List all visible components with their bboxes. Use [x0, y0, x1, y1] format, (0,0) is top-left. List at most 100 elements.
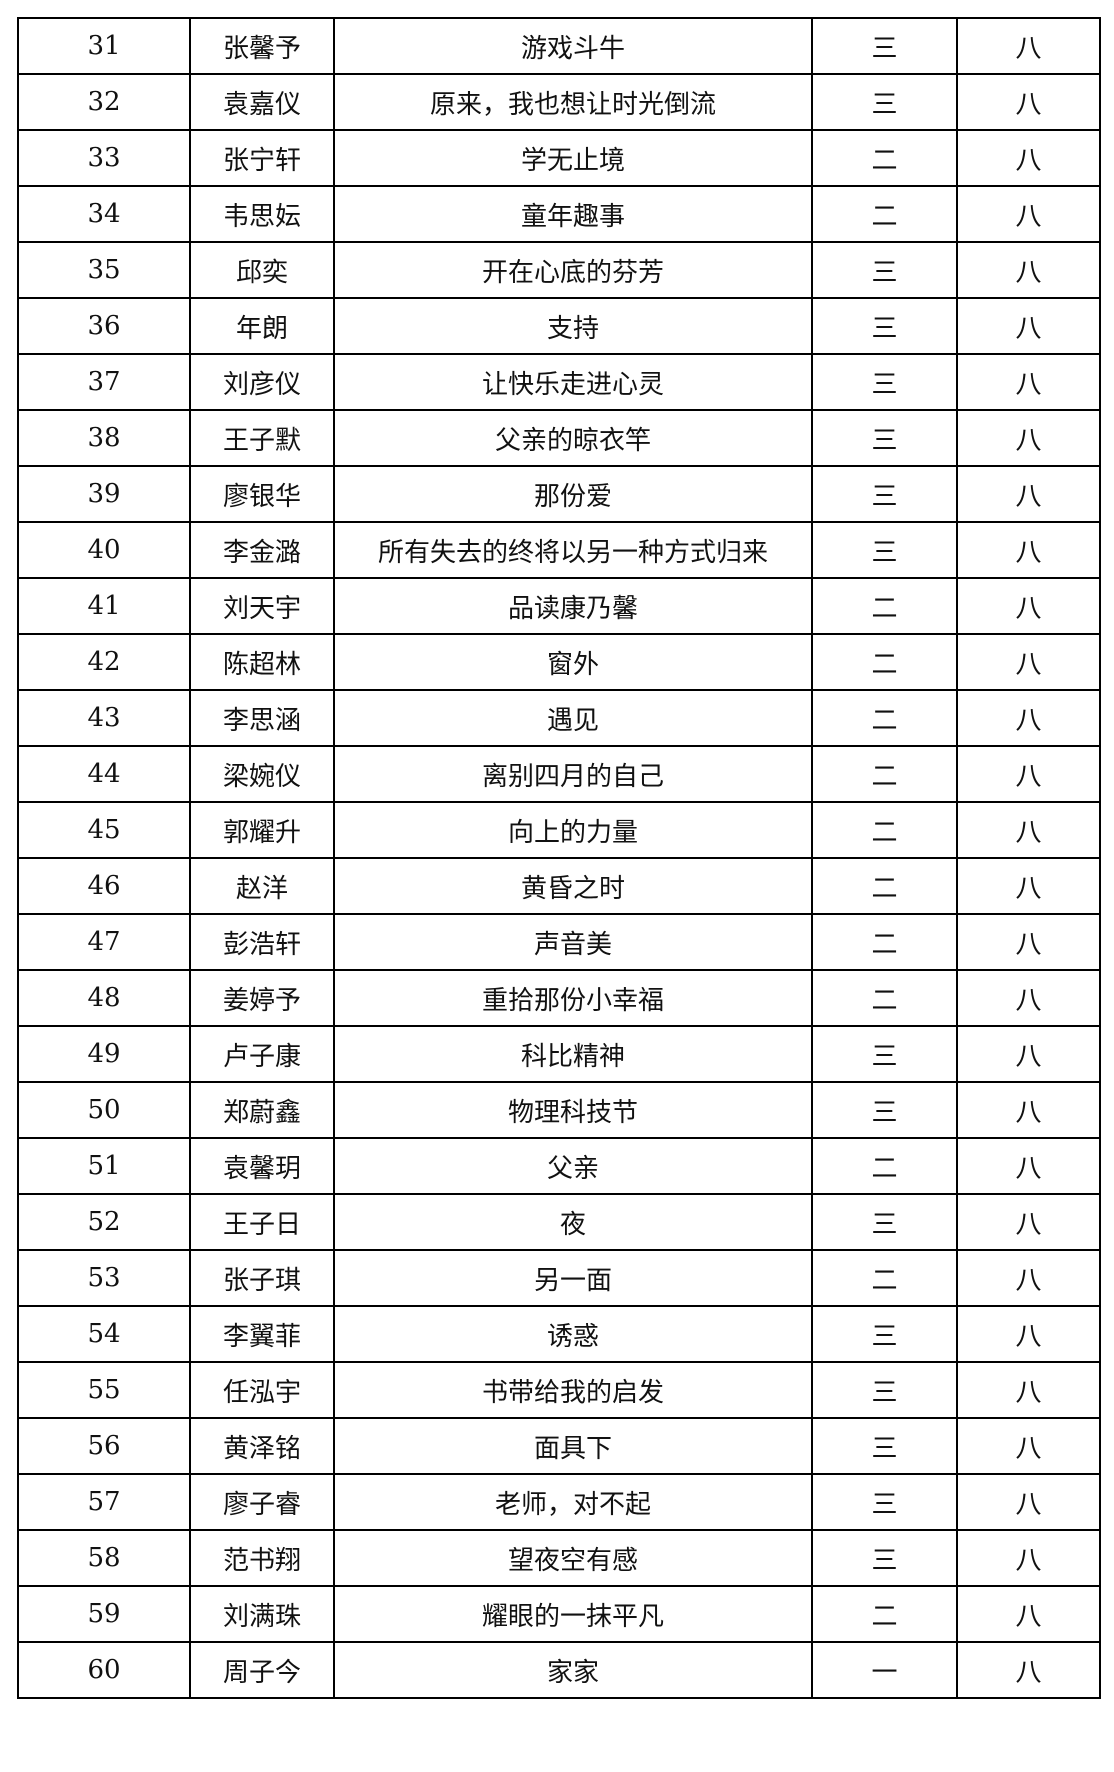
row-number-cell: 52: [17, 1193, 191, 1251]
student-name-cell: 袁馨玥: [189, 1137, 335, 1195]
table-row: 34 韦思妘 童年趣事二八: [17, 185, 1101, 243]
row-number-cell: 46: [17, 857, 191, 915]
student-name-cell: 张子琪: [189, 1249, 335, 1307]
grade-cell: 八: [956, 633, 1101, 691]
row-number-cell: 43: [17, 689, 191, 747]
student-name-cell: 姜婷予: [189, 969, 335, 1027]
row-number-cell: 40: [17, 521, 191, 579]
row-number-cell: 34: [17, 185, 191, 243]
table-row: 41 刘天宇 品读康乃馨二八: [17, 577, 1101, 635]
essay-title-cell: 离别四月的自己: [333, 745, 813, 803]
essay-title-cell: 向上的力量: [333, 801, 813, 859]
table-row: 55 任泓宇 书带给我的启发三八: [17, 1361, 1101, 1419]
row-number-cell: 53: [17, 1249, 191, 1307]
grade-cell: 八: [956, 1081, 1101, 1139]
table-row: 37 刘彦仪 让快乐走进心灵三八: [17, 353, 1101, 411]
award-level-cell: 二: [811, 689, 958, 747]
student-name-cell: 袁嘉仪: [189, 73, 335, 131]
table-row: 33 张宁轩 学无止境二八: [17, 129, 1101, 187]
grade-cell: 八: [956, 1137, 1101, 1195]
grade-cell: 八: [956, 689, 1101, 747]
row-number-cell: 32: [17, 73, 191, 131]
student-name-cell: 张馨予: [189, 17, 335, 75]
award-level-cell: 二: [811, 969, 958, 1027]
award-level-cell: 二: [811, 1585, 958, 1643]
award-level-cell: 三: [811, 1025, 958, 1083]
table-row: 50 郑蔚鑫 物理科技节三八: [17, 1081, 1101, 1139]
essay-title-cell: 诱惑: [333, 1305, 813, 1363]
table-row: 44 梁婉仪 离别四月的自己二八: [17, 745, 1101, 803]
award-level-cell: 三: [811, 1417, 958, 1475]
award-level-cell: 二: [811, 913, 958, 971]
student-name-cell: 廖子睿: [189, 1473, 335, 1531]
essay-title-cell: 开在心底的芬芳: [333, 241, 813, 299]
table-row: 49 卢子康 科比精神三八: [17, 1025, 1101, 1083]
award-level-cell: 二: [811, 633, 958, 691]
student-name-cell: 李金潞: [189, 521, 335, 579]
grade-cell: 八: [956, 1473, 1101, 1531]
essay-title-cell: 夜: [333, 1193, 813, 1251]
table-row: 48 姜婷予 重拾那份小幸福二八: [17, 969, 1101, 1027]
row-number-cell: 55: [17, 1361, 191, 1419]
award-level-cell: 二: [811, 801, 958, 859]
student-name-cell: 李翼菲: [189, 1305, 335, 1363]
essay-title-cell: 望夜空有感: [333, 1529, 813, 1587]
student-name-cell: 韦思妘: [189, 185, 335, 243]
student-name-cell: 陈超林: [189, 633, 335, 691]
essay-title-cell: 游戏斗牛: [333, 17, 813, 75]
table-row: 60 周子今 家家一八: [17, 1641, 1101, 1699]
student-name-cell: 李思涵: [189, 689, 335, 747]
award-level-cell: 二: [811, 185, 958, 243]
award-level-cell: 二: [811, 1249, 958, 1307]
row-number-cell: 33: [17, 129, 191, 187]
award-level-cell: 二: [811, 745, 958, 803]
student-name-cell: 张宁轩: [189, 129, 335, 187]
row-number-cell: 36: [17, 297, 191, 355]
table-row: 39 廖银华 那份爱三八: [17, 465, 1101, 523]
student-name-cell: 王子默: [189, 409, 335, 467]
table-row: 56 黄泽铭 面具下三八: [17, 1417, 1101, 1475]
table-row: 54 李翼菲 诱惑三八: [17, 1305, 1101, 1363]
award-level-cell: 三: [811, 353, 958, 411]
row-number-cell: 51: [17, 1137, 191, 1195]
essay-title-cell: 另一面: [333, 1249, 813, 1307]
student-name-cell: 廖银华: [189, 465, 335, 523]
table-body: 31 张馨予 游戏斗牛三八 32 袁嘉仪 原来，我也想让时光倒流三八 33 张宁轩 学无止境二八…: [17, 17, 1101, 1699]
results-table: 31 张馨予 游戏斗牛三八 32 袁嘉仪 原来，我也想让时光倒流三八 33 张宁轩 学无止境二八…: [17, 17, 1101, 1699]
grade-cell: 八: [956, 521, 1101, 579]
student-name-cell: 邱奕: [189, 241, 335, 299]
award-level-cell: 三: [811, 73, 958, 131]
table-row: 47 彭浩轩 声音美二八: [17, 913, 1101, 971]
student-name-cell: 郑蔚鑫: [189, 1081, 335, 1139]
essay-title-cell: 物理科技节: [333, 1081, 813, 1139]
grade-cell: 八: [956, 1025, 1101, 1083]
student-name-cell: 周子今: [189, 1641, 335, 1699]
student-name-cell: 刘彦仪: [189, 353, 335, 411]
grade-cell: 八: [956, 801, 1101, 859]
table-row: 40 李金潞 所有失去的终将以另一种方式归来三八: [17, 521, 1101, 579]
table-row: 42 陈超林 窗外二八: [17, 633, 1101, 691]
essay-title-cell: 学无止境: [333, 129, 813, 187]
essay-title-cell: 老师，对不起: [333, 1473, 813, 1531]
award-level-cell: 三: [811, 521, 958, 579]
grade-cell: 八: [956, 297, 1101, 355]
grade-cell: 八: [956, 1529, 1101, 1587]
row-number-cell: 48: [17, 969, 191, 1027]
grade-cell: 八: [956, 1417, 1101, 1475]
student-name-cell: 年朗: [189, 297, 335, 355]
award-level-cell: 二: [811, 1137, 958, 1195]
essay-title-cell: 重拾那份小幸福: [333, 969, 813, 1027]
essay-title-cell: 父亲: [333, 1137, 813, 1195]
grade-cell: 八: [956, 577, 1101, 635]
essay-title-cell: 书带给我的启发: [333, 1361, 813, 1419]
table-row: 58 范书翔 望夜空有感三八: [17, 1529, 1101, 1587]
row-number-cell: 59: [17, 1585, 191, 1643]
essay-title-cell: 品读康乃馨: [333, 577, 813, 635]
essay-title-cell: 窗外: [333, 633, 813, 691]
grade-cell: 八: [956, 1193, 1101, 1251]
table-row: 31 张馨予 游戏斗牛三八: [17, 17, 1101, 75]
row-number-cell: 47: [17, 913, 191, 971]
award-level-cell: 二: [811, 857, 958, 915]
grade-cell: 八: [956, 1361, 1101, 1419]
student-name-cell: 梁婉仪: [189, 745, 335, 803]
